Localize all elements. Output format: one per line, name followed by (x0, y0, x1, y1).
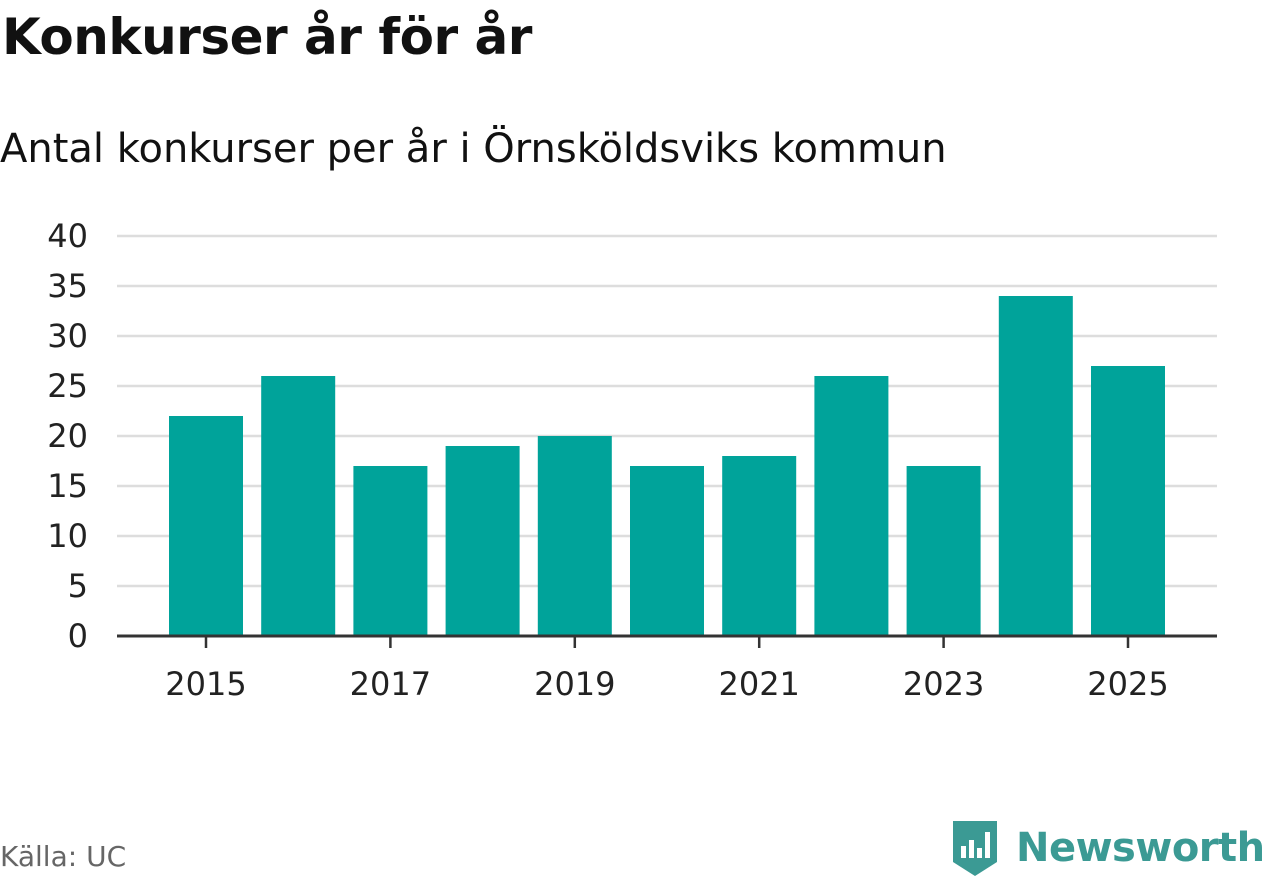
x-tick-label: 2025 (1087, 665, 1168, 703)
y-tick-label: 5 (68, 567, 88, 605)
newsworthy-logo-icon (953, 821, 997, 876)
bar-2022 (814, 376, 889, 636)
x-tick-label: 2019 (534, 665, 615, 703)
x-tick-label: 2021 (718, 665, 799, 703)
x-tick-label: 2015 (165, 665, 246, 703)
y-tick-label: 10 (47, 517, 88, 555)
y-tick-label: 30 (47, 317, 88, 355)
y-tick-label: 20 (47, 417, 88, 455)
bar-2024 (998, 296, 1073, 636)
bars (169, 296, 1165, 636)
y-tick-label: 15 (47, 467, 88, 505)
y-tick-label: 25 (47, 367, 88, 405)
bar-2018 (445, 446, 520, 636)
y-tick-label: 40 (47, 217, 88, 255)
bar-2025 (1091, 366, 1165, 636)
source-note: Källa: UC (0, 840, 127, 873)
x-tick-label: 2023 (903, 665, 984, 703)
brand-logo[interactable]: Newsworthy (950, 818, 1262, 878)
bar-2019 (537, 436, 612, 636)
bar-2023 (906, 466, 981, 636)
x-tick-label: 2017 (350, 665, 431, 703)
brand-name: Newsworthy (1016, 825, 1262, 871)
bar-2021 (722, 456, 797, 636)
bar-2020 (630, 466, 704, 636)
y-tick-label: 0 (68, 617, 88, 655)
y-tick-label: 35 (47, 267, 88, 305)
bar-2016 (261, 376, 336, 636)
x-axis-labels: 2015 2017 2019 2021 2023 2025 (165, 665, 1168, 703)
chart-title: Konkurser år för år (2, 8, 532, 66)
y-axis-labels: 0 5 10 15 20 25 30 35 40 (47, 217, 88, 655)
chart-subtitle: Antal konkurser per år i Örnsköldsviks k… (0, 126, 947, 172)
bar-2017 (353, 466, 428, 636)
bar-2015 (169, 416, 243, 636)
x-axis (117, 634, 1217, 648)
